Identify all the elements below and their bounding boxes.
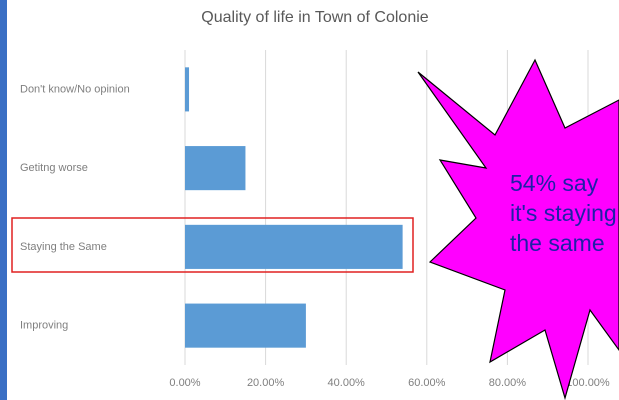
bar <box>185 303 306 348</box>
x-tick-label: 100.00% <box>566 377 610 389</box>
annotation-line: 54% say <box>510 170 599 196</box>
x-tick-label: 20.00% <box>247 377 285 389</box>
bar <box>185 224 403 269</box>
annotation-line: the same <box>510 230 605 256</box>
frame-left <box>0 0 7 400</box>
starburst <box>417 58 619 400</box>
y-tick-label: Don't know/No opinion <box>20 83 130 95</box>
y-tick-label: Staying the Same <box>20 241 107 253</box>
bar <box>185 67 190 112</box>
plot: 0.00% 20.00% 40.00% 60.00% 80.00% 100.00% Don'… <box>20 50 610 389</box>
bar <box>185 146 246 191</box>
annotation: 54% say it's staying the same <box>510 170 617 256</box>
y-tick-label: Getitng worse <box>20 162 88 174</box>
x-tick-label: 40.00% <box>328 377 366 389</box>
x-tick-label: 0.00% <box>169 377 200 389</box>
annotation-line: it's staying <box>510 200 617 226</box>
chart-title: Quality of life in Town of Colonie <box>201 9 428 26</box>
y-tick-label: Improving <box>20 320 68 332</box>
x-tick-label: 80.00% <box>489 377 527 389</box>
x-tick-label: 60.00% <box>408 377 446 389</box>
highlight-box <box>11 217 414 273</box>
